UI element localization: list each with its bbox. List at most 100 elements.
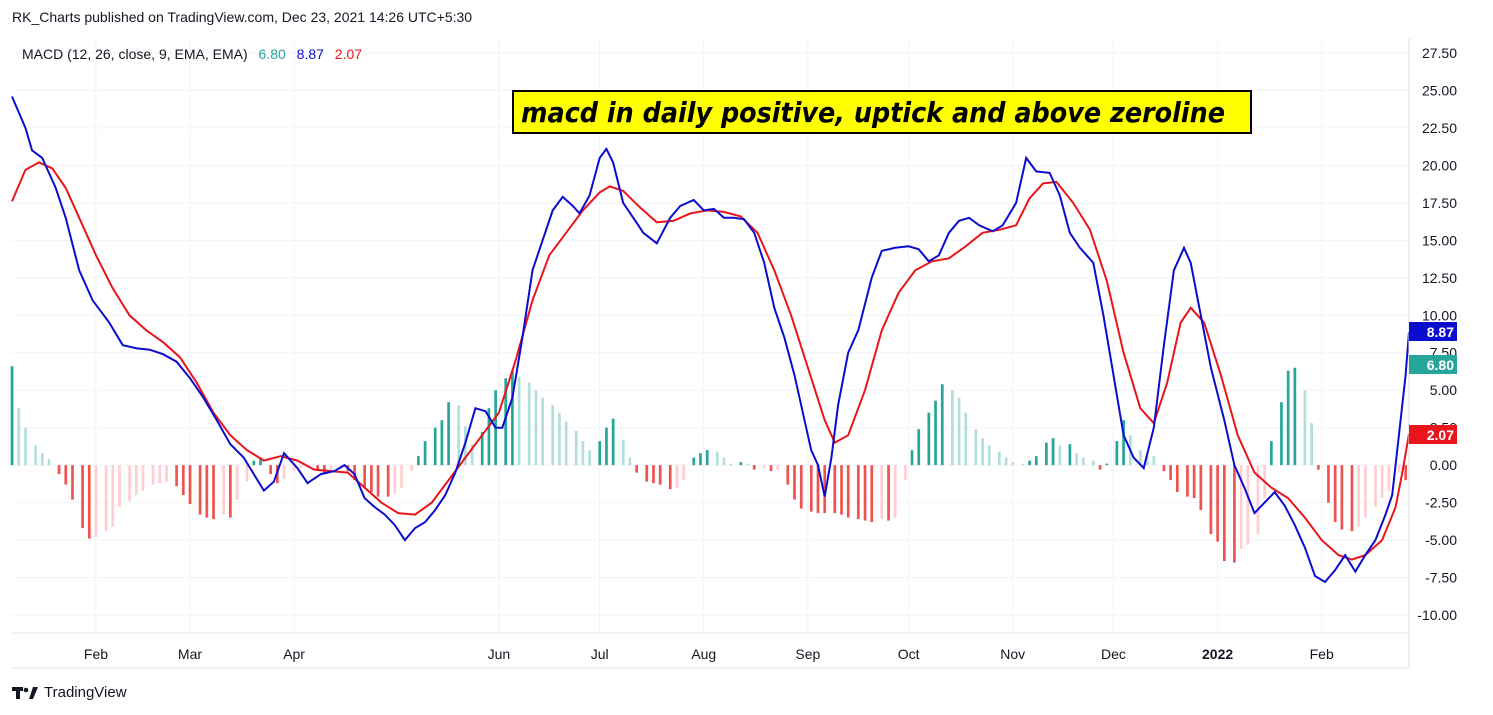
- histogram-bar: [551, 405, 555, 466]
- histogram-bar: [1162, 465, 1166, 472]
- histogram-bar: [699, 453, 702, 466]
- y-tick-label: -7.50: [1425, 570, 1457, 586]
- x-tick-label: Feb: [84, 646, 108, 662]
- histogram-bar: [1404, 465, 1408, 481]
- histogram-bar: [1233, 465, 1236, 563]
- annotation-box: macd in daily positive, uptick and above…: [512, 90, 1252, 134]
- histogram-bar: [910, 450, 914, 466]
- y-tick-label: 20.00: [1422, 157, 1457, 173]
- histogram-bar: [235, 465, 239, 500]
- histogram-bar: [950, 390, 954, 466]
- histogram-bar: [856, 465, 860, 520]
- histogram-bar: [1209, 465, 1213, 535]
- histogram-bar: [517, 376, 521, 466]
- histogram-bar: [1051, 438, 1055, 466]
- histogram-bar: [282, 465, 286, 479]
- histogram-bar: [635, 465, 639, 473]
- histogram-bar: [682, 465, 686, 481]
- histogram-bar: [692, 457, 696, 466]
- histogram-bar: [833, 465, 837, 514]
- histogram-bar: [94, 465, 98, 538]
- hist-value-box: [1409, 355, 1457, 374]
- x-tick-label: Nov: [1000, 646, 1025, 662]
- y-tick-label: 22.50: [1422, 120, 1457, 136]
- histogram-bar: [1246, 465, 1250, 545]
- histogram-bar: [410, 465, 414, 472]
- histogram-bar: [729, 463, 733, 466]
- histogram-bar: [1169, 465, 1172, 481]
- y-tick-label: 25.00: [1422, 82, 1457, 98]
- histogram-bar: [981, 438, 984, 466]
- histogram-bar: [799, 465, 803, 509]
- histogram-bar: [1223, 465, 1226, 562]
- histogram-bar: [722, 457, 726, 466]
- histogram-bar: [668, 465, 672, 490]
- histogram-bar: [433, 427, 437, 466]
- histogram-bar: [104, 465, 108, 532]
- histogram-bar: [534, 390, 538, 466]
- histogram-bar: [363, 465, 367, 488]
- histogram-bar: [1310, 423, 1314, 466]
- histogram-bar: [1192, 465, 1196, 499]
- histogram-bar: [823, 465, 827, 514]
- histogram-bar: [487, 408, 491, 466]
- histogram-bar: [793, 465, 796, 500]
- histogram-bars: [10, 366, 1408, 563]
- histogram-bar: [87, 465, 91, 539]
- x-tick-label: Dec: [1101, 646, 1126, 662]
- macd-value-box: [1409, 322, 1457, 341]
- histogram-bar: [1286, 370, 1290, 466]
- histogram-bar: [1175, 465, 1179, 493]
- histogram-bar: [423, 441, 427, 466]
- y-tick-label: 0.00: [1430, 457, 1457, 473]
- histogram-bar: [1380, 465, 1384, 499]
- histogram-bar: [541, 397, 544, 466]
- histogram-bar: [880, 465, 884, 520]
- histogram-bar: [1327, 465, 1330, 503]
- y-tick-label: -10.00: [1417, 607, 1457, 623]
- histogram-bar: [128, 465, 131, 502]
- macd-line: [11, 96, 1410, 584]
- histogram-bar: [57, 465, 61, 475]
- histogram-bar: [245, 465, 249, 482]
- x-tick-label: 2022: [1202, 646, 1233, 662]
- value-labels: 8.87 6.80 2.07: [1409, 322, 1457, 444]
- histogram-bar: [705, 450, 709, 466]
- histogram-bar: [17, 408, 21, 466]
- histogram-bar: [457, 405, 461, 466]
- y-tick-label: 15.00: [1422, 232, 1457, 248]
- histogram-bar: [1374, 465, 1377, 508]
- histogram-bar: [776, 465, 780, 470]
- histogram-bar: [64, 465, 68, 485]
- histogram-bar: [1145, 454, 1149, 466]
- histogram-bar: [1317, 465, 1320, 470]
- signal-value-box: [1409, 425, 1457, 444]
- y-tick-label: 17.50: [1422, 195, 1457, 211]
- histogram-bar: [1216, 465, 1219, 542]
- histogram-bar: [1186, 465, 1189, 497]
- y-tick-label: 27.50: [1422, 45, 1457, 61]
- histogram-bar: [252, 460, 256, 466]
- x-tick-label: Apr: [283, 646, 305, 662]
- histogram-bar: [181, 465, 185, 496]
- x-tick-label: Aug: [691, 646, 716, 662]
- histogram-bar: [762, 465, 766, 469]
- histogram-bar: [228, 465, 232, 518]
- histogram-bar: [1115, 441, 1119, 466]
- histogram-bar: [675, 465, 679, 488]
- histogram-bar: [400, 465, 403, 488]
- histogram-bar: [940, 384, 944, 466]
- tradingview-logo-icon: [12, 686, 38, 699]
- macd-value-label: 8.87: [1427, 324, 1454, 340]
- histogram-bar: [118, 465, 121, 508]
- histogram-bar: [1333, 465, 1337, 523]
- histogram-bar: [917, 429, 921, 466]
- histogram-bar: [1239, 465, 1243, 550]
- histogram-bar: [903, 465, 907, 481]
- histogram-bar: [504, 378, 508, 466]
- brand-name: TradingView: [44, 684, 127, 701]
- histogram-bar: [1293, 367, 1297, 466]
- histogram-bar: [1034, 456, 1038, 466]
- histogram-bar: [1098, 465, 1102, 470]
- svg-text:MACD (12, 26, close, 9, EMA, E: MACD (12, 26, close, 9, EMA, EMA) 6.80 8…: [22, 46, 362, 62]
